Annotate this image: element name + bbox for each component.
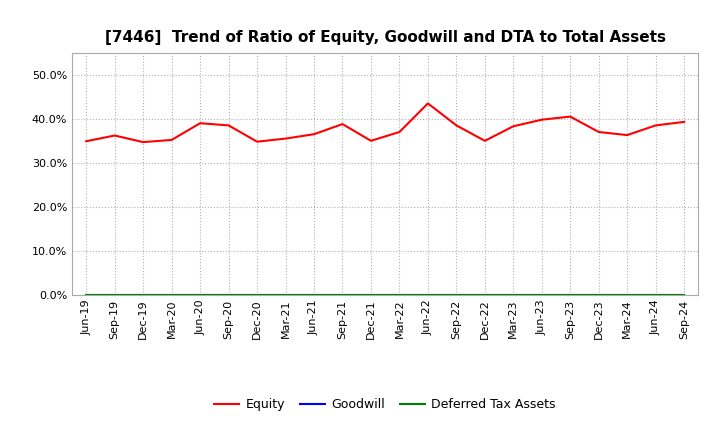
Deferred Tax Assets xyxy=(167,292,176,297)
Deferred Tax Assets xyxy=(225,292,233,297)
Equity xyxy=(423,101,432,106)
Goodwill xyxy=(652,292,660,297)
Deferred Tax Assets xyxy=(110,292,119,297)
Deferred Tax Assets xyxy=(423,292,432,297)
Goodwill xyxy=(310,292,318,297)
Deferred Tax Assets xyxy=(480,292,489,297)
Legend: Equity, Goodwill, Deferred Tax Assets: Equity, Goodwill, Deferred Tax Assets xyxy=(210,393,561,416)
Equity xyxy=(225,123,233,128)
Goodwill xyxy=(423,292,432,297)
Goodwill xyxy=(225,292,233,297)
Equity xyxy=(509,124,518,129)
Goodwill xyxy=(623,292,631,297)
Goodwill xyxy=(139,292,148,297)
Goodwill xyxy=(338,292,347,297)
Equity xyxy=(366,138,375,143)
Deferred Tax Assets xyxy=(623,292,631,297)
Equity xyxy=(452,123,461,128)
Equity xyxy=(338,121,347,127)
Equity xyxy=(395,129,404,135)
Equity xyxy=(82,139,91,144)
Deferred Tax Assets xyxy=(282,292,290,297)
Equity xyxy=(680,119,688,125)
Goodwill xyxy=(680,292,688,297)
Goodwill xyxy=(253,292,261,297)
Goodwill xyxy=(110,292,119,297)
Deferred Tax Assets xyxy=(652,292,660,297)
Equity xyxy=(566,114,575,119)
Deferred Tax Assets xyxy=(139,292,148,297)
Deferred Tax Assets xyxy=(310,292,318,297)
Equity xyxy=(253,139,261,144)
Equity xyxy=(139,139,148,145)
Equity xyxy=(167,137,176,143)
Equity xyxy=(623,132,631,138)
Line: Equity: Equity xyxy=(86,103,684,142)
Deferred Tax Assets xyxy=(595,292,603,297)
Equity xyxy=(537,117,546,122)
Goodwill xyxy=(509,292,518,297)
Equity xyxy=(282,136,290,141)
Equity xyxy=(310,132,318,137)
Goodwill xyxy=(452,292,461,297)
Deferred Tax Assets xyxy=(253,292,261,297)
Goodwill xyxy=(82,292,91,297)
Goodwill xyxy=(366,292,375,297)
Deferred Tax Assets xyxy=(196,292,204,297)
Goodwill xyxy=(595,292,603,297)
Equity xyxy=(595,129,603,135)
Equity xyxy=(110,133,119,138)
Deferred Tax Assets xyxy=(509,292,518,297)
Deferred Tax Assets xyxy=(395,292,404,297)
Goodwill xyxy=(167,292,176,297)
Goodwill xyxy=(395,292,404,297)
Deferred Tax Assets xyxy=(537,292,546,297)
Goodwill xyxy=(282,292,290,297)
Goodwill xyxy=(480,292,489,297)
Goodwill xyxy=(537,292,546,297)
Deferred Tax Assets xyxy=(82,292,91,297)
Goodwill xyxy=(566,292,575,297)
Equity xyxy=(196,121,204,126)
Deferred Tax Assets xyxy=(566,292,575,297)
Deferred Tax Assets xyxy=(452,292,461,297)
Deferred Tax Assets xyxy=(338,292,347,297)
Equity xyxy=(480,138,489,143)
Title: [7446]  Trend of Ratio of Equity, Goodwill and DTA to Total Assets: [7446] Trend of Ratio of Equity, Goodwil… xyxy=(104,29,666,45)
Deferred Tax Assets xyxy=(680,292,688,297)
Deferred Tax Assets xyxy=(366,292,375,297)
Equity xyxy=(652,123,660,128)
Goodwill xyxy=(196,292,204,297)
